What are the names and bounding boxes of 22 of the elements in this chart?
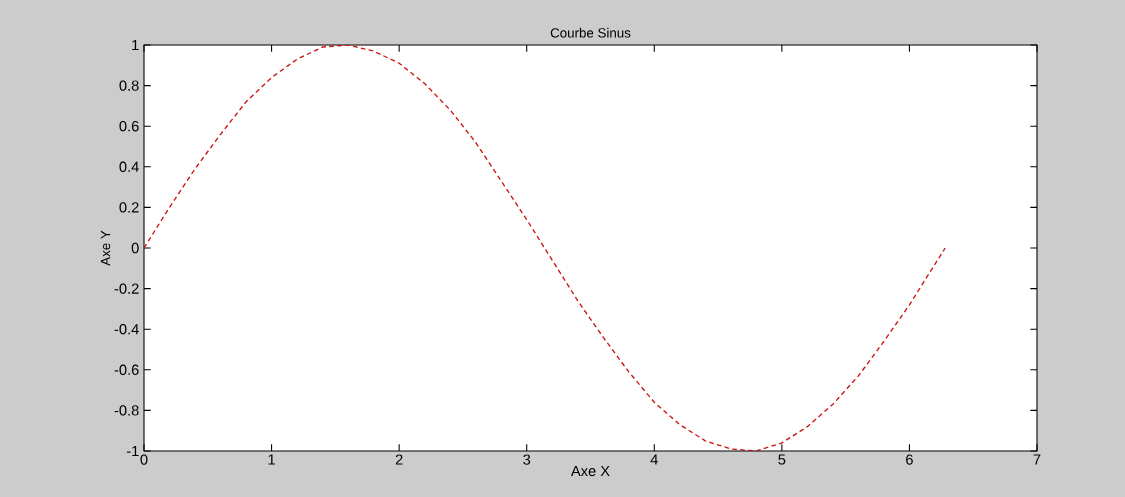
y-tick-label: -1 xyxy=(126,445,139,457)
y-tick-label: 0.4 xyxy=(119,161,139,172)
y-axis-title: Axe Y xyxy=(100,230,111,266)
y-tick-label: -0.2 xyxy=(114,283,139,294)
x-tick-label: 6 xyxy=(906,454,913,465)
x-tick-label: 0 xyxy=(140,454,148,465)
y-tick-label: -0.4 xyxy=(114,324,139,335)
y-tick-label: 1 xyxy=(132,39,139,51)
chart-title: Courbe Sinus xyxy=(550,27,631,38)
x-tick-label: 3 xyxy=(523,454,531,465)
y-tick-label: 0 xyxy=(131,242,139,254)
x-tick-label: 1 xyxy=(268,454,275,465)
y-tick-label: 0.8 xyxy=(119,80,139,91)
x-tick-label: 7 xyxy=(1033,454,1041,465)
x-tick-label: 2 xyxy=(395,454,403,465)
y-tick-label: -0.8 xyxy=(114,405,139,416)
x-axis-title: Axe X xyxy=(570,465,610,477)
y-tick-label: 0.2 xyxy=(119,202,139,213)
y-tick-label: -0.6 xyxy=(114,364,139,375)
x-tick-label: 4 xyxy=(650,454,658,465)
y-tick-label: 0.6 xyxy=(119,121,139,132)
x-tick-label: 5 xyxy=(778,454,786,465)
